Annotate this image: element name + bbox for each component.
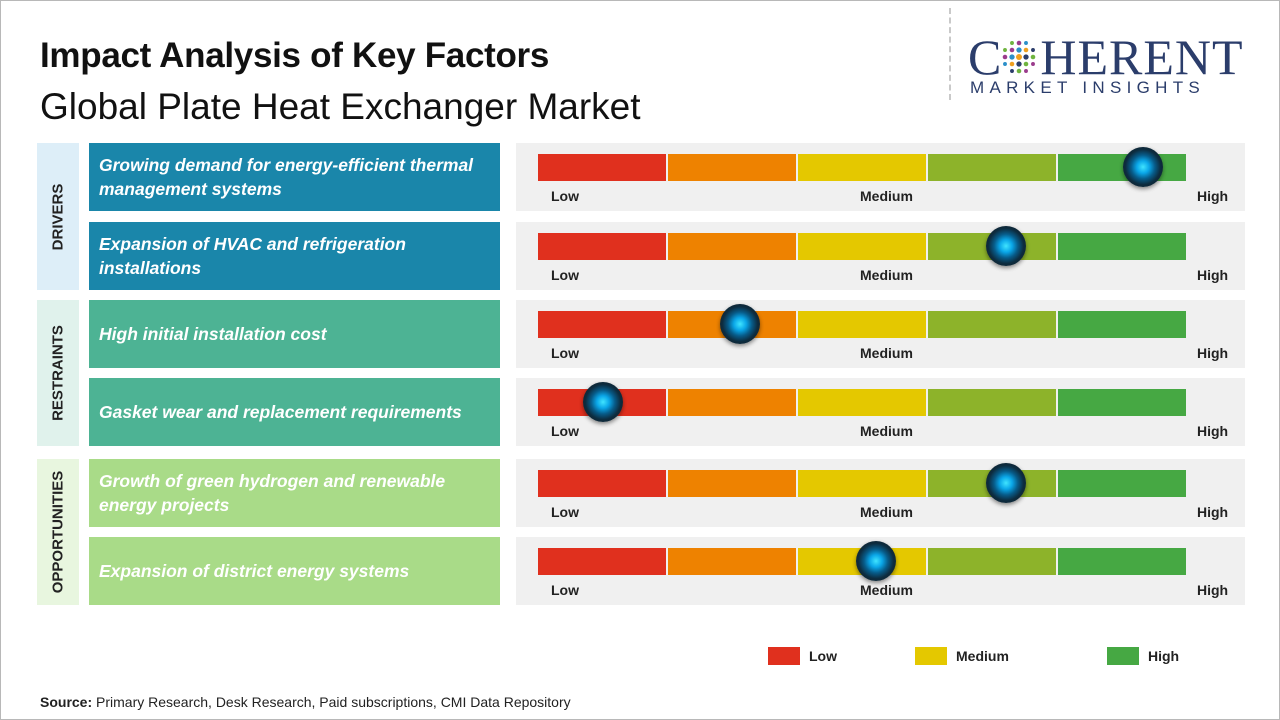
factor-label: Growth of green hydrogen and renewable e… <box>89 459 500 527</box>
legend-swatch-high <box>1107 647 1139 665</box>
legend-label-high: High <box>1148 648 1180 664</box>
legend-label-low: Low <box>809 648 837 664</box>
scale-label-low: Low <box>551 188 579 204</box>
scale-label-medium: Medium <box>860 504 913 520</box>
scale-label-low: Low <box>551 582 579 598</box>
source-note: Source: Primary Research, Desk Research,… <box>40 694 571 710</box>
scale-label-high: High <box>1197 188 1229 204</box>
header-divider <box>949 8 951 100</box>
scale-label-medium: Medium <box>860 345 913 361</box>
scale-label-high: High <box>1197 504 1229 520</box>
legend-swatch-medium <box>915 647 947 665</box>
gauge-segment <box>1058 311 1186 338</box>
logo-tagline: MARKET INSIGHTS <box>970 78 1206 97</box>
gauge-segment <box>798 233 926 260</box>
category-band-restraints: RESTRAINTS <box>37 300 79 446</box>
scale-label-low: Low <box>551 267 579 283</box>
scale-label-high: High <box>1197 582 1229 598</box>
impact-gauge: Low Medium High <box>516 537 1245 605</box>
factor-label: Expansion of district energy systems <box>89 537 500 605</box>
gauge-segment <box>1058 233 1186 260</box>
gauge-segment <box>668 154 796 181</box>
source-label: Source: <box>40 694 93 710</box>
impact-marker <box>856 541 896 581</box>
gauge-segment <box>928 548 1056 575</box>
scale-label-medium: Medium <box>860 188 913 204</box>
gauge-segment <box>538 470 666 497</box>
impact-marker <box>986 463 1026 503</box>
gauge-segment <box>798 311 926 338</box>
gauge-segment <box>538 548 666 575</box>
gauge-segment <box>928 154 1056 181</box>
gauge-segment <box>668 470 796 497</box>
gauge-segment <box>798 470 926 497</box>
company-logo: C HERENT MARKET INSIGHTS <box>968 32 1268 102</box>
scale-label-medium: Medium <box>860 582 913 598</box>
scale-label-medium: Medium <box>860 267 913 283</box>
scale-label-medium: Medium <box>860 423 913 439</box>
scale-label-low: Low <box>551 345 579 361</box>
impact-gauge: Low Medium High <box>516 459 1245 527</box>
gauge-segment <box>928 389 1056 416</box>
gauge-segment <box>538 311 666 338</box>
category-band-opportunities: OPPORTUNITIES <box>37 459 79 605</box>
gauge-segment <box>538 233 666 260</box>
factor-label: Growing demand for energy-efficient ther… <box>89 143 500 211</box>
gauge-segment <box>798 154 926 181</box>
gauge-segment <box>798 389 926 416</box>
impact-marker <box>986 226 1026 266</box>
impact-marker <box>1122 147 1163 187</box>
impact-marker <box>583 382 623 422</box>
chart-title: Impact Analysis of Key Factors <box>40 36 550 75</box>
logo-wordmark: C HERENT <box>968 29 1244 85</box>
impact-gauge: Low Medium High <box>516 143 1245 211</box>
legend-swatch-low <box>768 647 800 665</box>
scale-label-low: Low <box>551 504 579 520</box>
impact-gauge: Low Medium High <box>516 378 1245 446</box>
gauge-segment <box>928 311 1056 338</box>
impact-gauge: Low Medium High <box>516 222 1245 290</box>
gauge-segment <box>668 548 796 575</box>
scale-label-low: Low <box>551 423 579 439</box>
gauge-segment <box>668 389 796 416</box>
category-band-drivers: DRIVERS <box>37 143 79 290</box>
category-label: RESTRAINTS <box>49 325 67 421</box>
gauge-segment <box>538 154 666 181</box>
category-label: OPPORTUNITIES <box>49 470 67 594</box>
scale-label-high: High <box>1197 345 1229 361</box>
gauge-segment <box>1058 154 1186 181</box>
gauge-segment <box>1058 470 1186 497</box>
factor-label: High initial installation cost <box>89 300 500 368</box>
chart-subtitle: Global Plate Heat Exchanger Market <box>40 86 641 127</box>
scale-label-high: High <box>1197 423 1229 439</box>
gauge-segment <box>1058 548 1186 575</box>
impact-marker <box>719 304 760 344</box>
factor-label: Expansion of HVAC and refrigeration inst… <box>89 222 500 290</box>
scale-label-high: High <box>1197 267 1229 283</box>
impact-gauge: Low Medium High <box>516 300 1245 368</box>
factor-label: Gasket wear and replacement requirements <box>89 378 500 446</box>
source-text: Primary Research, Desk Research, Paid su… <box>96 694 571 710</box>
gauge-segment <box>668 233 796 260</box>
logo-dots-icon <box>1003 40 1036 74</box>
gauge-segment <box>1058 389 1186 416</box>
category-label: DRIVERS <box>49 183 67 250</box>
legend-label-medium: Medium <box>956 648 1009 664</box>
